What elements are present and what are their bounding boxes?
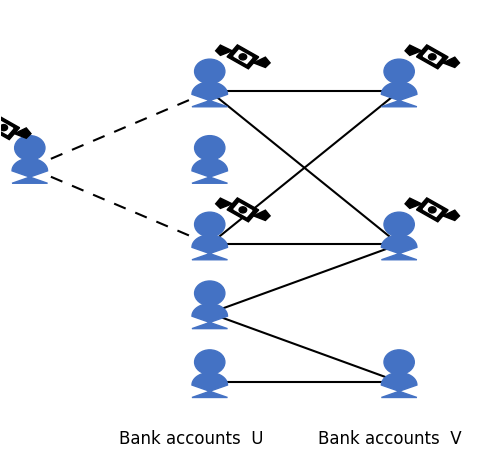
Circle shape bbox=[239, 54, 246, 60]
Text: Bank accounts  V: Bank accounts V bbox=[317, 430, 460, 448]
Polygon shape bbox=[381, 82, 416, 107]
Polygon shape bbox=[416, 198, 447, 222]
Polygon shape bbox=[0, 121, 12, 134]
Circle shape bbox=[194, 212, 225, 237]
Text: Bank accounts  U: Bank accounts U bbox=[118, 430, 263, 448]
Circle shape bbox=[194, 281, 225, 305]
Polygon shape bbox=[442, 210, 458, 221]
Circle shape bbox=[0, 124, 8, 131]
Circle shape bbox=[428, 207, 435, 213]
Polygon shape bbox=[192, 304, 227, 329]
Circle shape bbox=[383, 350, 413, 374]
Polygon shape bbox=[0, 115, 20, 140]
Circle shape bbox=[383, 212, 413, 237]
Circle shape bbox=[383, 59, 413, 83]
Polygon shape bbox=[404, 198, 421, 208]
Polygon shape bbox=[227, 45, 258, 69]
Circle shape bbox=[14, 136, 45, 160]
Circle shape bbox=[239, 207, 246, 213]
Polygon shape bbox=[422, 50, 440, 64]
Polygon shape bbox=[416, 45, 447, 69]
Polygon shape bbox=[192, 235, 227, 260]
Polygon shape bbox=[381, 373, 416, 397]
Polygon shape bbox=[253, 57, 270, 68]
Polygon shape bbox=[192, 82, 227, 107]
Polygon shape bbox=[12, 158, 48, 183]
Polygon shape bbox=[381, 235, 416, 260]
Polygon shape bbox=[253, 210, 270, 221]
Polygon shape bbox=[233, 203, 252, 216]
Polygon shape bbox=[442, 57, 458, 68]
Polygon shape bbox=[227, 198, 258, 222]
Polygon shape bbox=[215, 45, 232, 55]
Circle shape bbox=[428, 54, 435, 60]
Circle shape bbox=[194, 136, 225, 160]
Polygon shape bbox=[14, 128, 31, 138]
Polygon shape bbox=[215, 198, 232, 208]
Polygon shape bbox=[233, 50, 252, 64]
Circle shape bbox=[194, 350, 225, 374]
Polygon shape bbox=[404, 45, 421, 55]
Circle shape bbox=[194, 59, 225, 83]
Polygon shape bbox=[422, 203, 440, 216]
Polygon shape bbox=[192, 158, 227, 183]
Polygon shape bbox=[192, 373, 227, 397]
